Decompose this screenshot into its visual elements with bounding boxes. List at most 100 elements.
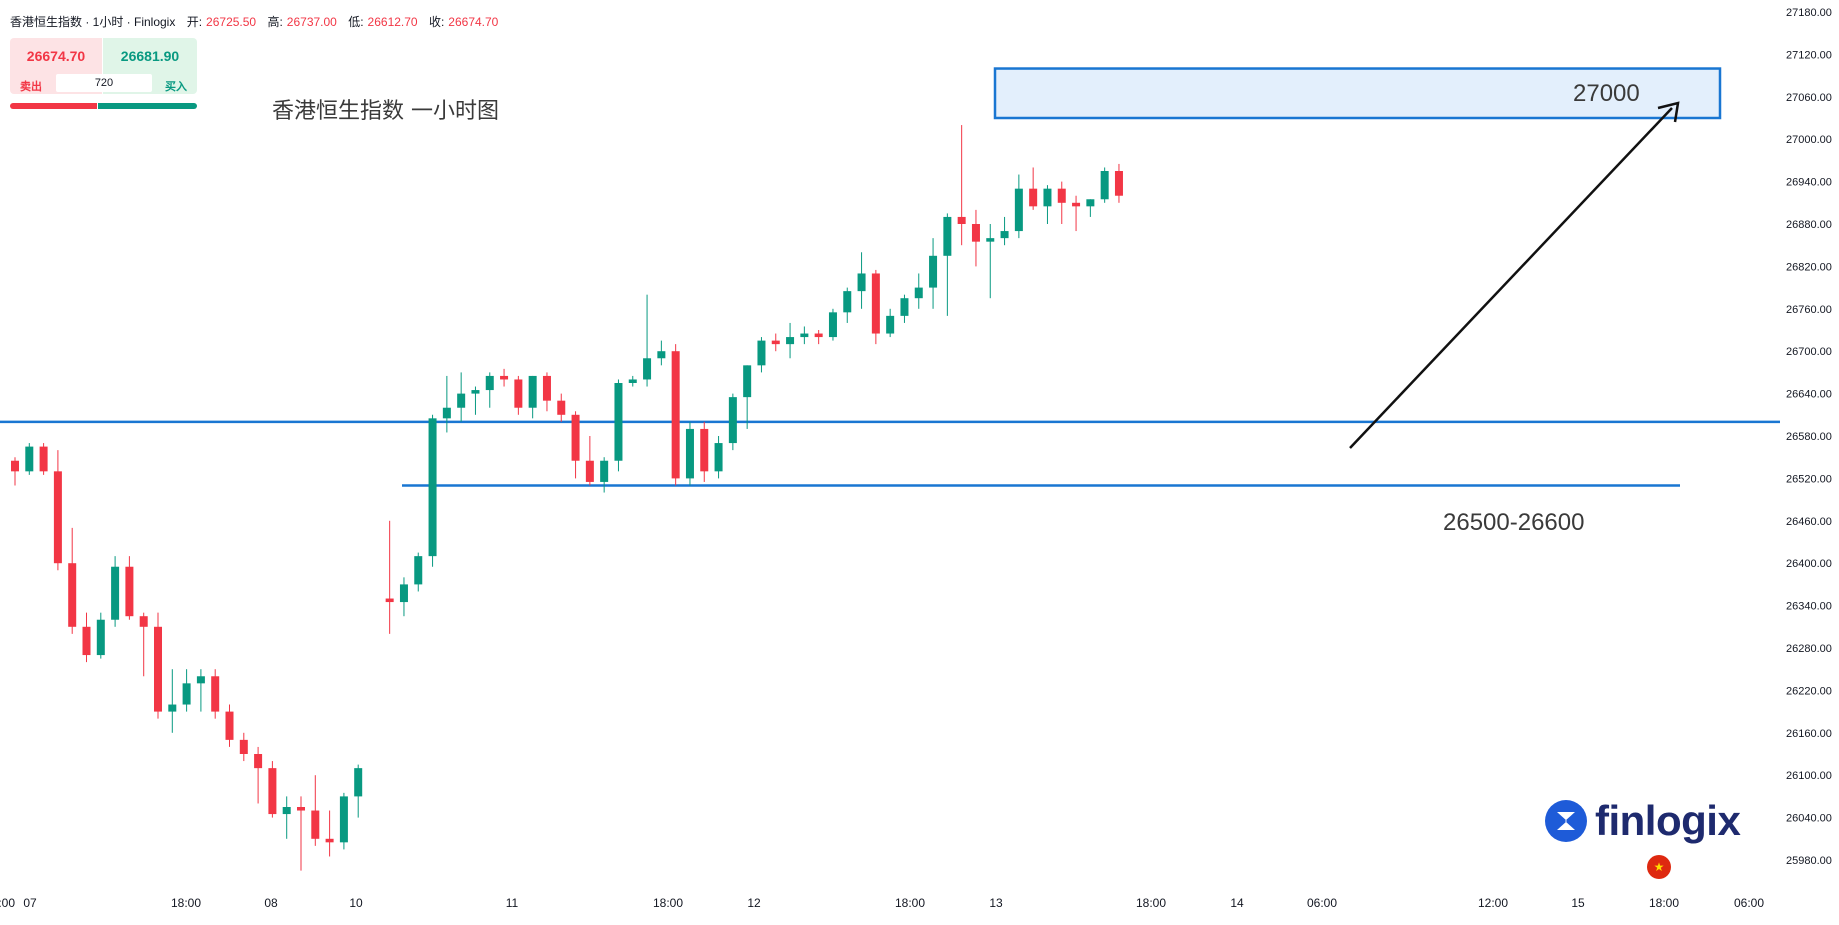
candle-body <box>239 739 248 754</box>
candle <box>96 612 105 659</box>
candle-body <box>542 375 551 401</box>
y-tick-label: 27120.00 <box>1786 49 1832 61</box>
candle <box>182 669 191 712</box>
candle <box>471 386 480 415</box>
candle <box>385 520 394 634</box>
x-tick-label: 07 <box>23 896 37 910</box>
candle-body <box>339 796 348 843</box>
candle-body <box>943 216 952 256</box>
candle <box>542 372 551 412</box>
candle-body <box>211 676 220 712</box>
y-tick-label: 26880.00 <box>1786 219 1832 231</box>
candle <box>196 669 205 712</box>
y-tick-label: 26220.00 <box>1786 685 1832 697</box>
candle-body <box>743 365 752 398</box>
candle-body <box>442 407 451 419</box>
candle-body <box>914 287 923 299</box>
forecast-arrowhead <box>1657 101 1680 123</box>
candle-body <box>871 273 880 334</box>
candle <box>282 796 291 839</box>
candle-body <box>354 768 363 797</box>
candle-body <box>500 375 509 380</box>
candle-body <box>886 315 895 334</box>
candle-body <box>399 584 408 603</box>
candle-body <box>771 340 780 345</box>
candle <box>442 375 451 433</box>
china-flag-icon[interactable]: ★ <box>1647 855 1671 879</box>
candle-body <box>585 460 594 482</box>
candle <box>585 436 594 486</box>
candle-body <box>311 810 320 839</box>
close-label: 收: <box>428 15 445 29</box>
candle <box>571 411 580 479</box>
candle <box>139 612 148 677</box>
candle-body <box>68 563 77 627</box>
x-tick-label: 18:00 <box>895 896 925 910</box>
candle-body <box>125 566 134 617</box>
resistance-zone[interactable] <box>993 67 1722 120</box>
symbol-title: 香港恒生指数 · 1小时 · Finlogix <box>10 15 176 29</box>
y-tick-label: 26520.00 <box>1786 473 1832 485</box>
candle-body <box>485 375 494 391</box>
y-tick-label: 26460.00 <box>1786 516 1832 528</box>
candle-body <box>25 446 34 472</box>
candle-body <box>96 619 105 656</box>
x-tick-label: 18:00 <box>1136 896 1166 910</box>
x-tick-label: 12 <box>747 896 761 910</box>
candle-body <box>514 379 523 408</box>
candle <box>125 556 134 620</box>
candle-body <box>929 255 938 288</box>
candle-body <box>971 224 980 242</box>
candle <box>457 372 466 422</box>
y-tick-label: 26280.00 <box>1786 643 1832 655</box>
spread-value: 720 <box>56 74 152 92</box>
candle <box>685 421 694 486</box>
candle-body <box>657 351 666 359</box>
x-tick-label: 15 <box>1571 896 1585 910</box>
x-tick-label: 18:00 <box>171 896 201 910</box>
candle <box>914 273 923 309</box>
candle-body <box>414 556 423 585</box>
trade-widget: 26674.70 卖出 26681.90 买入 720 <box>10 38 197 110</box>
candle <box>39 443 48 475</box>
y-tick-label: 26940.00 <box>1786 177 1832 189</box>
candle <box>239 732 248 762</box>
candle-body <box>1086 199 1095 207</box>
candle-body <box>1100 171 1109 200</box>
y-tick-label: 26160.00 <box>1786 728 1832 740</box>
candle-body <box>225 711 234 740</box>
candle-body <box>685 428 694 479</box>
candle-body <box>254 754 263 769</box>
x-tick-label: 06:00 <box>1734 896 1764 910</box>
candle <box>1072 195 1081 232</box>
x-tick-label: 18:00 <box>653 896 683 910</box>
candle-body <box>1072 202 1081 207</box>
candle-body <box>196 676 205 684</box>
candle-body <box>714 443 723 472</box>
candle <box>53 450 62 571</box>
buy-volume-bar <box>98 103 197 109</box>
candle-body <box>571 414 580 461</box>
support-label: 26500-26600 <box>1443 509 1584 536</box>
candle-body <box>786 337 795 345</box>
open-label: 开: <box>186 15 203 29</box>
candle <box>68 527 77 634</box>
candle-body <box>900 298 909 316</box>
close-value: 26674.70 <box>448 15 499 29</box>
candle <box>399 577 408 617</box>
candle <box>771 333 780 352</box>
y-tick-label: 26640.00 <box>1786 389 1832 401</box>
candle-body <box>471 390 480 394</box>
y-tick-label: 26340.00 <box>1786 601 1832 613</box>
candle <box>254 746 263 804</box>
candle <box>671 344 680 486</box>
candle <box>500 368 509 387</box>
chart-header: 香港恒生指数 · 1小时 · Finlogix 开: 26725.50 高: 267… <box>10 13 498 30</box>
high-label: 高: <box>267 15 283 29</box>
candle <box>1057 181 1066 224</box>
candle <box>843 287 852 323</box>
buy-label: 买入 <box>165 81 187 93</box>
candle-body <box>1029 188 1038 207</box>
candle <box>1014 174 1023 239</box>
